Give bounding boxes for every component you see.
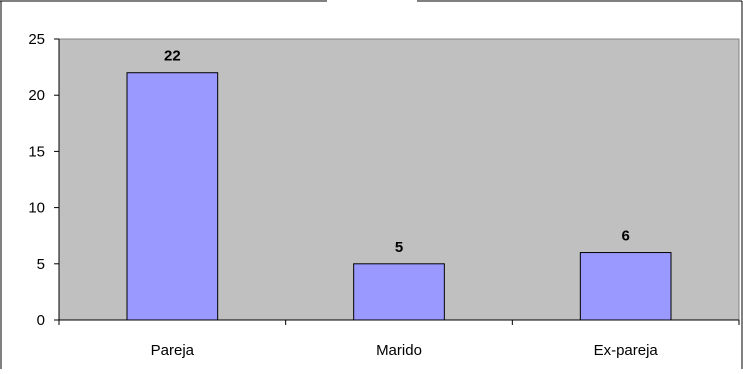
bar-marido (353, 263, 445, 321)
y-tick-label-0: 0 (37, 312, 45, 329)
y-tick-label-20: 20 (28, 87, 45, 104)
y-tick-label-5: 5 (37, 256, 45, 273)
data-label-marido: 5 (395, 239, 403, 256)
y-tick-label-10: 10 (28, 200, 45, 217)
x-tick-label-ex-pareja: Ex-pareja (594, 342, 659, 359)
bar-ex-pareja (579, 252, 672, 321)
data-label-pareja: 22 (164, 48, 181, 65)
y-tick-label-15: 15 (28, 143, 45, 160)
x-tick-label-marido: Marido (376, 342, 422, 359)
x-tick-label-pareja: Pareja (151, 342, 195, 359)
axes-group: Pareja Marido Ex-pareja 0 5 10 15 20 25 (28, 31, 740, 359)
bar-pareja (126, 72, 219, 321)
data-label-ex-pareja: 6 (621, 228, 629, 245)
y-tick-label-25: 25 (28, 31, 45, 48)
